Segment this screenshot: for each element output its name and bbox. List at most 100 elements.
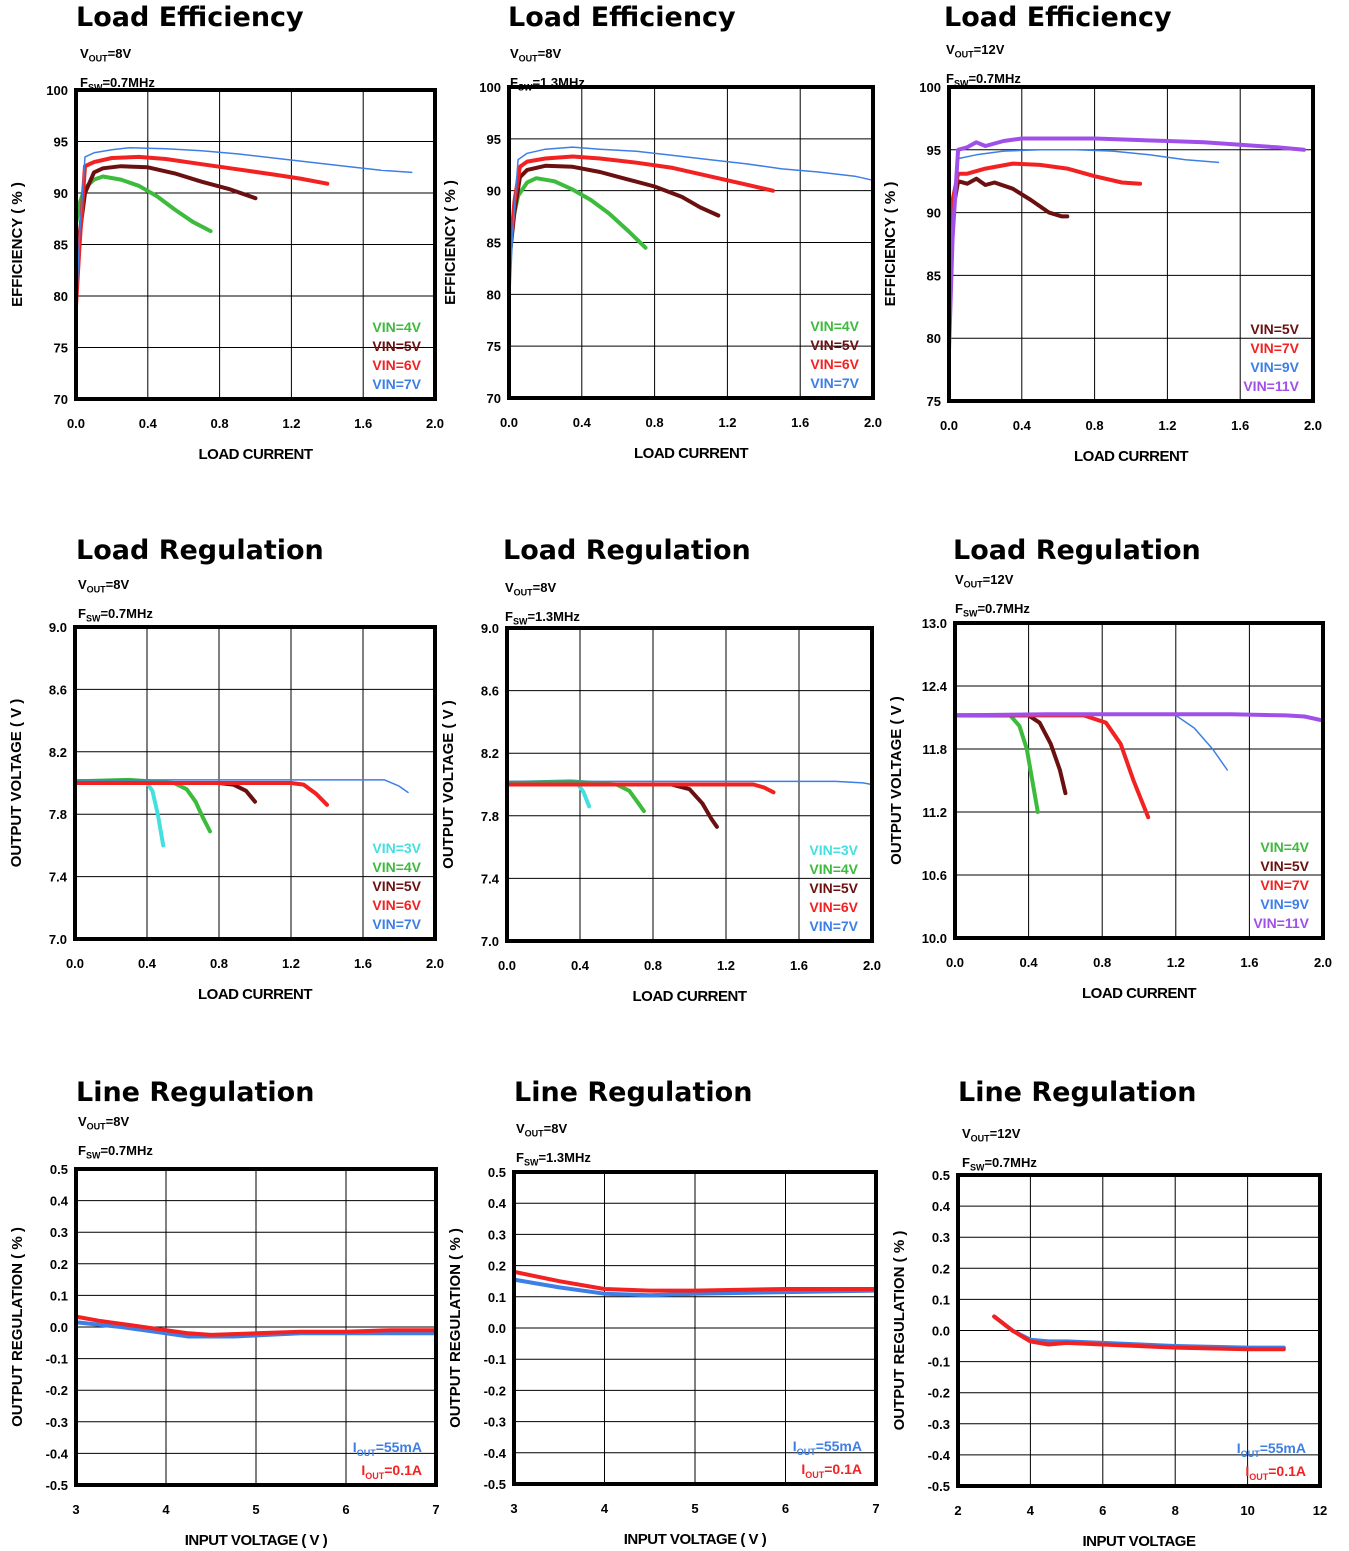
y-tick-label: 8.6 (481, 684, 499, 699)
legend-entry: IOUT=55mA (793, 1438, 862, 1457)
condition-symbol: F (505, 608, 513, 624)
condition-line: FSW=1.3MHz (516, 1146, 591, 1175)
legend-entry: VIN=5V (810, 337, 859, 353)
series-line (508, 146, 874, 316)
y-tick-label: 0.2 (932, 1261, 950, 1276)
chart-title: Load Efficiency (508, 2, 736, 33)
condition-symbol: V (78, 577, 87, 592)
condition-value: =0.7MHz (977, 600, 1030, 616)
x-tick-label: 0.4 (138, 956, 157, 971)
condition-line: VOUT=12V (946, 38, 1021, 67)
legend-entry: VIN=6V (372, 897, 421, 913)
x-tick-label: 0.4 (1020, 955, 1039, 970)
x-tick-label: 0.4 (571, 958, 590, 973)
series-line (507, 154, 775, 266)
legend-symbol: I (1237, 1440, 1241, 1456)
plot-frame (73, 625, 437, 941)
y-tick-label: 0.0 (50, 1320, 68, 1335)
legend-subscript: OUT (1241, 1449, 1261, 1459)
x-tick-label: 6 (1099, 1503, 1106, 1518)
condition-value: =0.7MHz (968, 70, 1021, 86)
x-tick-label: 1.6 (791, 415, 809, 430)
x-tick-label: 5 (252, 1502, 259, 1517)
x-tick-label: 0.4 (573, 415, 592, 430)
legend-subscript: OUT (357, 1448, 377, 1458)
x-tick-label: 0.8 (210, 956, 228, 971)
series-line (506, 780, 873, 786)
legend-entry: VIN=7V (372, 376, 421, 392)
y-tick-label: 7.4 (49, 870, 68, 885)
y-tick-label: 95 (927, 143, 941, 158)
condition-symbol: F (80, 74, 88, 90)
x-tick-label: 0.8 (646, 415, 664, 430)
chart-conditions: VOUT=12V FSW=0.7MHz (946, 38, 1021, 95)
legend-entry: VIN=7V (809, 918, 858, 934)
x-tick-label: 1.2 (282, 416, 300, 431)
series-line (953, 712, 1325, 723)
legend-symbol: I (801, 1461, 805, 1477)
condition-subscript: OUT (524, 1128, 544, 1139)
x-tick-label: 0.8 (1086, 418, 1104, 433)
series-line (505, 782, 776, 795)
condition-symbol: V (962, 1126, 971, 1141)
condition-subscript: OUT (963, 579, 983, 590)
condition-line: FSW=0.7MHz (78, 1139, 153, 1168)
legend-entry: VIN=5V (372, 878, 421, 894)
x-tick-label: 2.0 (426, 956, 444, 971)
x-tick-label: 1.6 (354, 416, 372, 431)
x-tick-label: 2.0 (864, 415, 882, 430)
legend-entry: VIN=4V (372, 859, 421, 875)
legend-value: =0.1A (1268, 1463, 1306, 1479)
x-tick-label: 0.8 (1093, 955, 1111, 970)
plot-frame (953, 621, 1325, 940)
legend-entry: VIN=5V (1260, 858, 1309, 874)
x-tick-label: 1.2 (1167, 955, 1185, 970)
y-tick-label: 12.4 (922, 679, 948, 694)
legend-value: =55mA (816, 1438, 862, 1454)
y-tick-label: -0.2 (928, 1386, 950, 1401)
y-tick-label: 100 (46, 83, 68, 98)
y-tick-label: 75 (927, 394, 941, 409)
condition-symbol: V (505, 580, 514, 595)
y-tick-label: -0.2 (46, 1383, 68, 1398)
condition-value: =8V (537, 46, 562, 61)
legend-entry: VIN=6V (810, 356, 859, 372)
x-tick-label: 6 (342, 1502, 349, 1517)
chart-conditions: VOUT=8V FSW=1.3MHz (505, 576, 580, 633)
x-tick-label: 1.6 (1240, 955, 1258, 970)
condition-symbol: F (955, 600, 963, 616)
x-tick-label: 0.0 (498, 958, 516, 973)
series-line (74, 1314, 438, 1337)
y-axis-label: EFFICIENCY ( % ) (9, 182, 26, 307)
condition-subscript: SW (523, 1157, 539, 1168)
legend-entry: VIN=3V (372, 840, 421, 856)
legend-value: =0.1A (824, 1461, 862, 1477)
condition-subscript: SW (962, 608, 978, 619)
x-tick-label: 1.6 (1231, 418, 1249, 433)
x-tick-label: 2.0 (426, 416, 444, 431)
legend-entry: VIN=7V (1260, 877, 1309, 893)
y-axis-label: OUTPUT REGULATION ( % ) (447, 1228, 464, 1428)
y-tick-label: 7.8 (49, 807, 67, 822)
chart-conditions: VOUT=8V FSW=0.7MHz (78, 573, 153, 630)
x-tick-label: 1.2 (282, 956, 300, 971)
legend-symbol: I (793, 1438, 797, 1454)
condition-value: =0.7MHz (102, 74, 155, 90)
condition-symbol: V (78, 1114, 87, 1129)
condition-symbol: F (962, 1154, 970, 1170)
series-line (512, 1277, 878, 1298)
x-tick-label: 1.2 (1158, 418, 1176, 433)
condition-subscript: SW (87, 82, 103, 93)
chart-conditions: VOUT=8V FSW=0.7MHz (80, 42, 155, 99)
y-tick-label: 80 (927, 331, 941, 346)
chart-title: Line Regulation (76, 1077, 315, 1108)
series-line (73, 781, 329, 807)
y-tick-label: 7.0 (49, 932, 67, 947)
x-axis-label: LOAD CURRENT (199, 446, 313, 463)
legend-symbol: I (353, 1439, 357, 1455)
x-tick-label: 2.0 (1304, 418, 1322, 433)
y-tick-label: 10.6 (922, 868, 947, 883)
y-tick-label: 11.2 (922, 805, 947, 820)
